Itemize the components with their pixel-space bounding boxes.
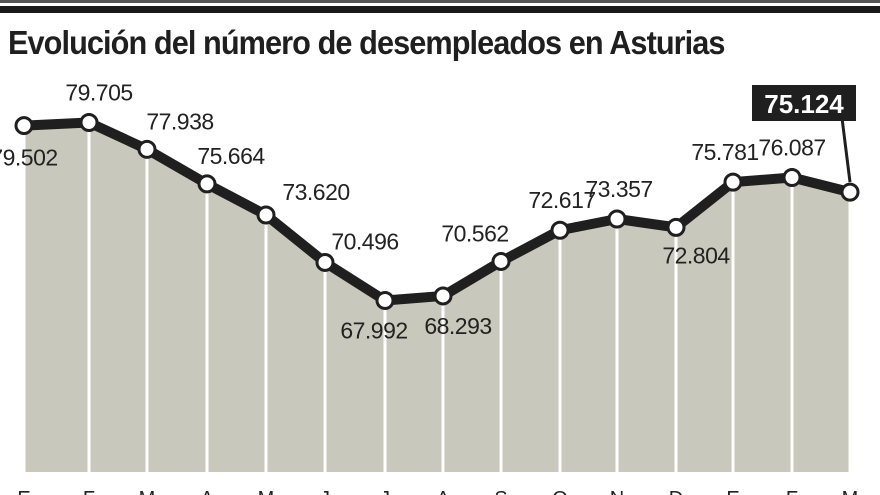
x-tick-label: M xyxy=(258,488,275,495)
data-label: 70.562 xyxy=(441,220,508,246)
data-point xyxy=(723,172,743,192)
data-point xyxy=(79,112,99,132)
data-point xyxy=(491,251,511,271)
x-tick-label: E xyxy=(726,488,739,495)
x-tick-label: J xyxy=(380,488,390,495)
x-tick-label: J xyxy=(320,488,330,495)
chart-title: Evolución del número de desempleados en … xyxy=(8,24,725,61)
data-point xyxy=(315,252,335,272)
data-point xyxy=(782,167,802,187)
highlight-label: 75.124 xyxy=(764,89,844,119)
data-point xyxy=(137,139,157,159)
x-tick-label: S xyxy=(494,488,507,495)
data-point xyxy=(433,286,453,306)
x-tick-label: N xyxy=(610,488,624,495)
data-label: 79.705 xyxy=(65,79,132,105)
data-point xyxy=(256,205,276,225)
data-label: 73.620 xyxy=(282,179,349,205)
data-point xyxy=(14,116,34,136)
data-label: 68.293 xyxy=(424,313,491,339)
data-label: 72.804 xyxy=(662,242,730,268)
top-rule-thin xyxy=(0,0,880,3)
x-tick-label: F xyxy=(786,488,798,495)
data-label: 77.938 xyxy=(146,108,213,134)
data-label: 79.502 xyxy=(0,145,58,171)
data-label: 76.087 xyxy=(758,134,825,160)
data-label: 73.357 xyxy=(585,176,652,202)
data-point xyxy=(840,182,860,202)
x-tick-label: A xyxy=(436,488,450,495)
x-tick-label: D xyxy=(669,488,683,495)
x-tick-label: A xyxy=(200,488,214,495)
data-label: 70.496 xyxy=(331,228,398,254)
data-label: 67.992 xyxy=(340,318,407,344)
data-point xyxy=(375,291,395,311)
data-point xyxy=(607,209,627,229)
x-tick-label: M xyxy=(842,488,859,495)
top-rule-thick xyxy=(0,6,880,13)
x-tick-label: M xyxy=(139,488,156,495)
data-point xyxy=(666,217,686,237)
highlight-pointer xyxy=(840,117,852,183)
x-tick-label: F xyxy=(83,488,95,495)
data-label: 75.781 xyxy=(691,139,758,165)
data-label: 72.617 xyxy=(528,187,595,213)
data-point xyxy=(550,220,570,240)
highlight-label-box xyxy=(752,85,856,121)
data-point xyxy=(197,174,217,194)
x-tick-label: O xyxy=(552,488,568,495)
data-label: 75.664 xyxy=(197,143,265,169)
x-tick-label: E xyxy=(17,488,30,495)
